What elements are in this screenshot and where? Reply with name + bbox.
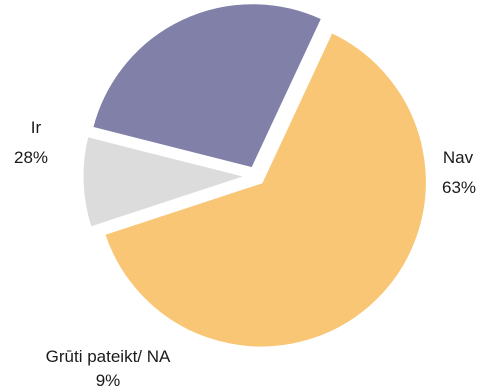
slice-value-nav: 63%	[442, 178, 476, 197]
slice-label-na: Grūti pateikt/ NA	[46, 347, 171, 366]
slice-label-ir: Ir	[31, 118, 42, 137]
pie-slices	[82, 3, 427, 348]
slice-value-na: 9%	[96, 371, 121, 390]
slice-label-nav: Nav	[443, 148, 474, 167]
slice-value-ir: 28%	[14, 148, 48, 167]
